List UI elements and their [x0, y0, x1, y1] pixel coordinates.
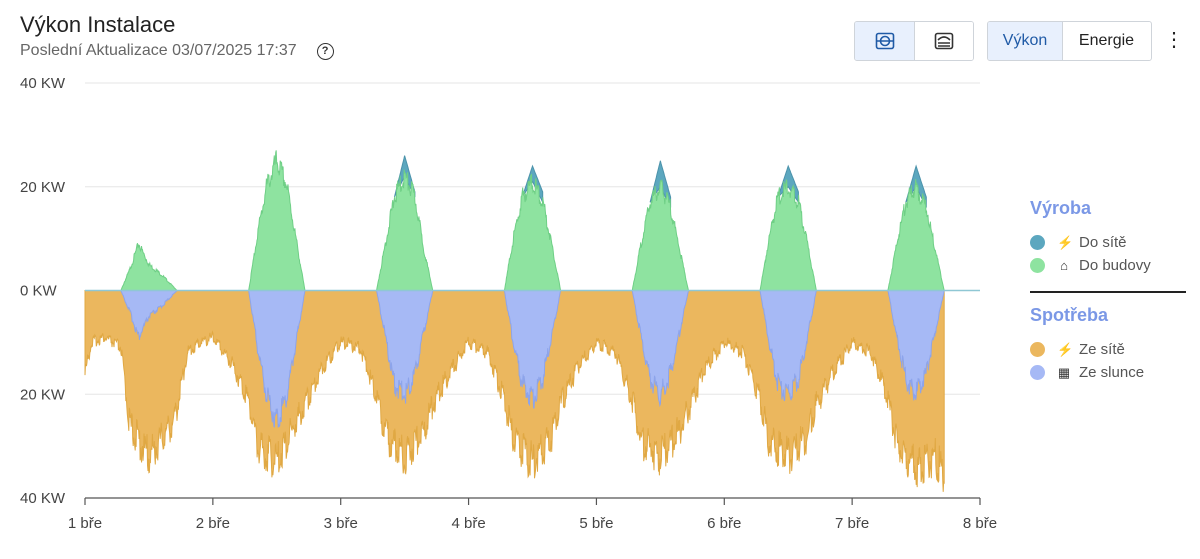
- building-icon: ⌂: [1060, 258, 1068, 273]
- legend-swatch-from-sun: [1030, 365, 1045, 380]
- area-ze-slunce: [119, 290, 945, 428]
- legend-item-from-grid[interactable]: ⚡ Ze sítě: [1030, 338, 1190, 361]
- area-do-budovy: [120, 150, 945, 291]
- mode-toggle: Výkon Energie: [987, 21, 1152, 61]
- legend-divider: [1030, 291, 1186, 293]
- legend: Výroba ⚡ Do sítě ⌂ Do budovy Spotřeba ⚡ …: [1030, 198, 1190, 384]
- page-title: Výkon Instalace: [20, 12, 176, 37]
- y-tick-label: 40 KW: [20, 490, 66, 507]
- legend-label-from-grid: Ze sítě: [1079, 341, 1125, 358]
- x-tick-label: 1 bře: [68, 515, 102, 532]
- y-tick-label: 20 KW: [20, 386, 66, 403]
- y-tick-label: 0 KW: [20, 283, 58, 300]
- x-tick-label: 5 bře: [579, 515, 613, 532]
- legend-swatch-from-grid: [1030, 342, 1045, 357]
- transmission-tower-icon: ⚡: [1057, 234, 1074, 250]
- power-mode-button[interactable]: Výkon: [988, 22, 1063, 60]
- transmission-tower-icon: ⚡: [1057, 341, 1074, 357]
- y-tick-label: 20 KW: [20, 179, 66, 196]
- x-tick-label: 2 bře: [196, 515, 230, 532]
- last-update: Poslední Aktualizace 03/07/2025 17:37 ?: [20, 42, 334, 60]
- x-tick-label: 4 bře: [451, 515, 485, 532]
- split-view-button[interactable]: [855, 22, 914, 60]
- x-tick-label: 7 bře: [835, 515, 869, 532]
- x-tick-label: 3 bře: [324, 515, 358, 532]
- legend-item-from-sun[interactable]: ▦ Ze slunce: [1030, 361, 1190, 384]
- energy-mode-button[interactable]: Energie: [1063, 22, 1150, 60]
- legend-swatch-to-grid: [1030, 235, 1045, 250]
- stacked-view-icon: [934, 32, 954, 50]
- view-toggle: [854, 21, 974, 61]
- help-icon[interactable]: ?: [316, 42, 334, 60]
- split-view-icon: [875, 32, 894, 50]
- legend-label-from-sun: Ze slunce: [1079, 364, 1145, 381]
- x-tick-label: 6 bře: [707, 515, 741, 532]
- legend-label-to-building: Do budovy: [1079, 257, 1151, 274]
- legend-label-to-grid: Do sítě: [1079, 234, 1127, 251]
- more-menu-icon[interactable]: ⋮: [1164, 29, 1184, 51]
- legend-item-to-building[interactable]: ⌂ Do budovy: [1030, 254, 1190, 277]
- stacked-view-button[interactable]: [914, 22, 973, 60]
- legend-title-consumption: Spotřeba: [1030, 305, 1109, 325]
- solar-panel-icon: ▦: [1057, 364, 1071, 380]
- legend-title-production: Výroba: [1030, 198, 1092, 218]
- legend-item-to-grid[interactable]: ⚡ Do sítě: [1030, 231, 1190, 254]
- y-tick-label: 40 KW: [20, 75, 66, 92]
- last-update-text: Poslední Aktualizace 03/07/2025 17:37: [20, 42, 297, 59]
- x-tick-label: 8 bře: [963, 515, 997, 532]
- area-ze-sítě: [84, 290, 945, 492]
- legend-swatch-to-building: [1030, 258, 1045, 273]
